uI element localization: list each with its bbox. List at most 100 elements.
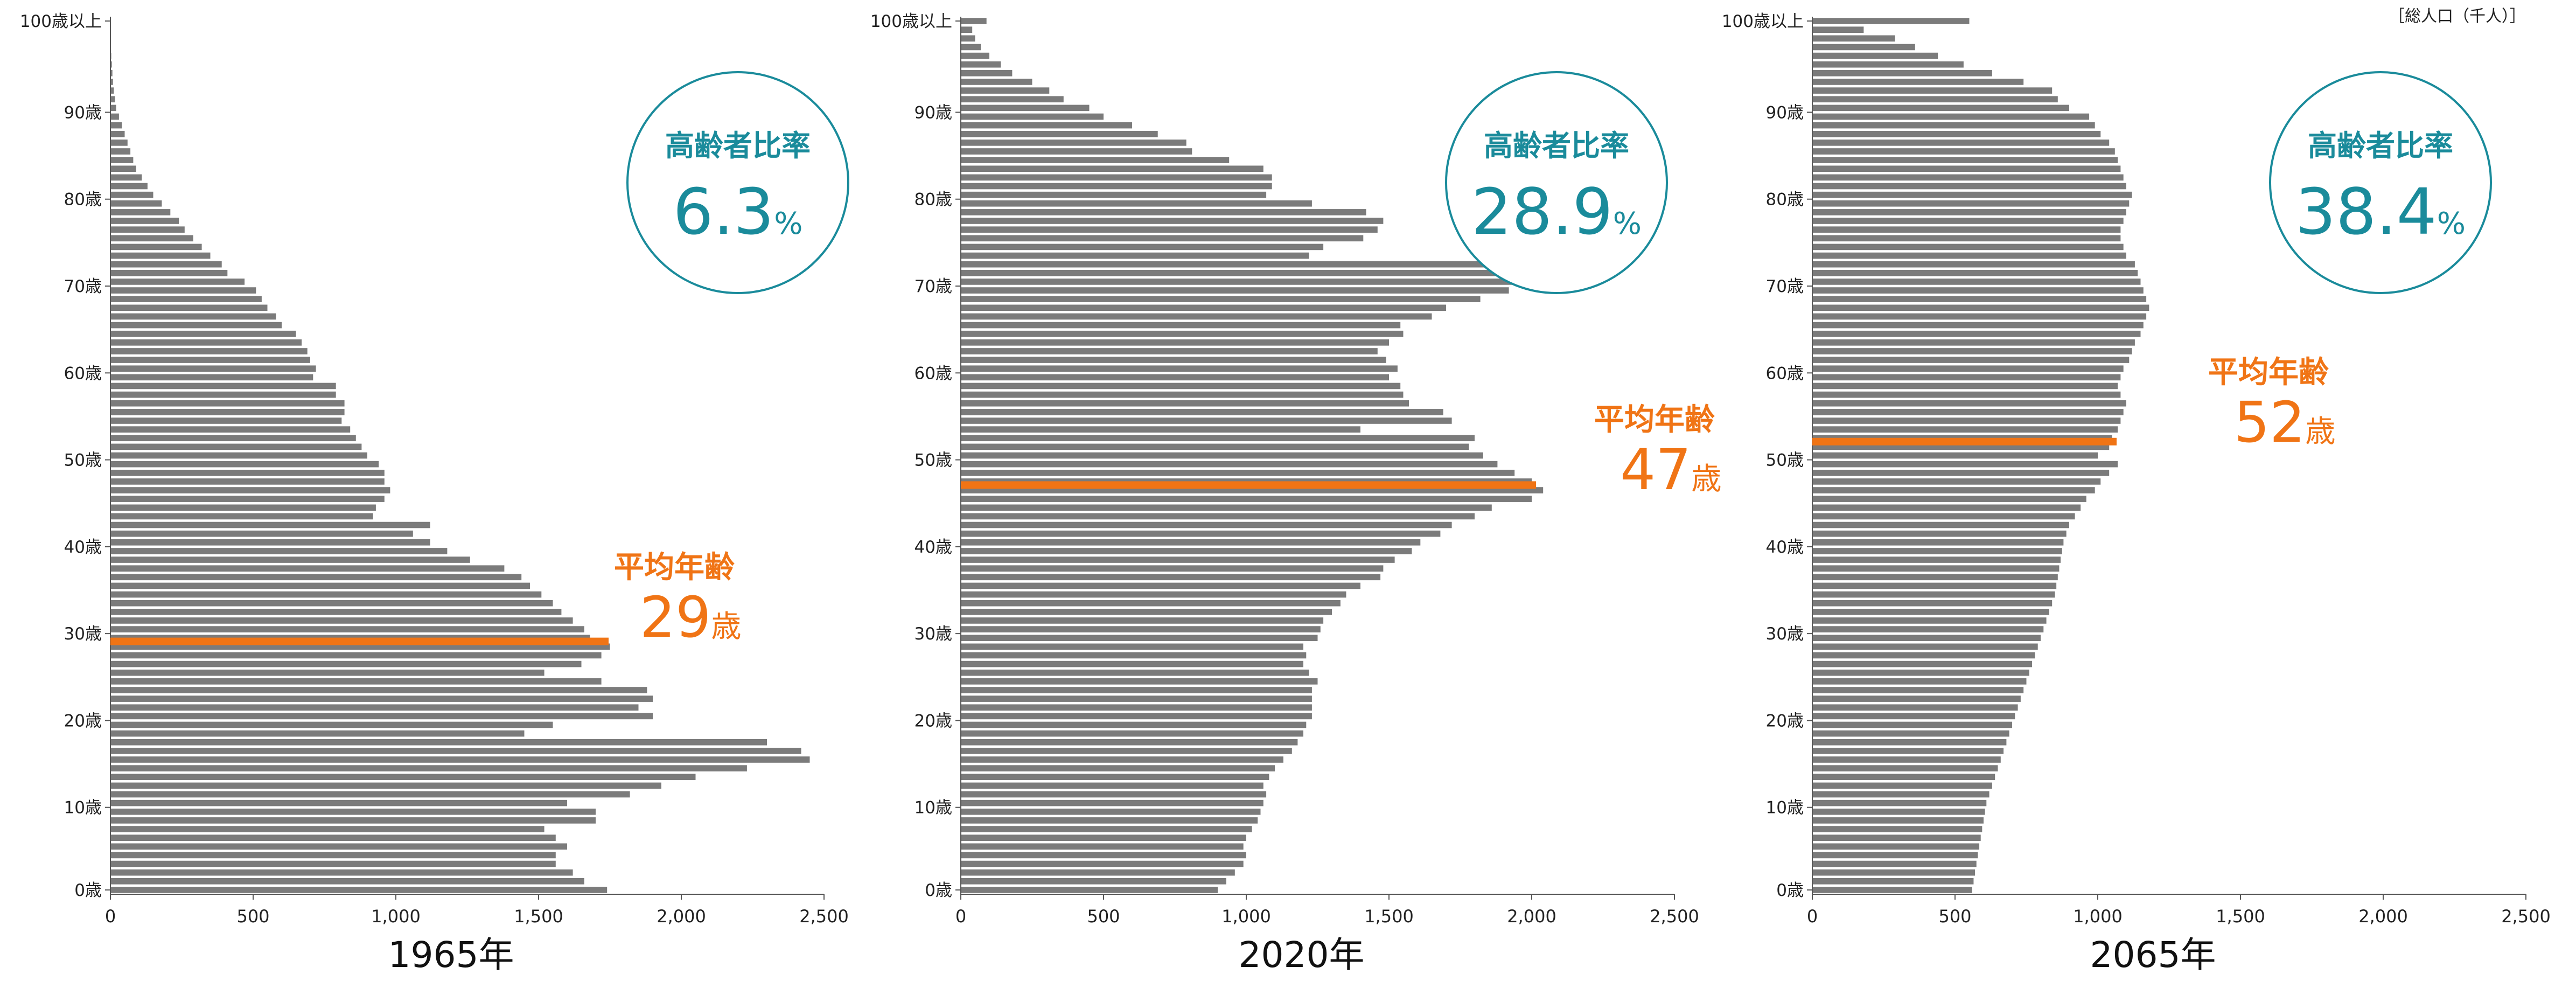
bar-age-88 bbox=[961, 122, 1132, 129]
bar-age-63 bbox=[1812, 339, 2135, 346]
y-tick-label: 20歳 bbox=[64, 711, 102, 730]
bar-age-23 bbox=[110, 687, 647, 693]
bar-age-49 bbox=[961, 461, 1498, 468]
y-tick-label: 30歳 bbox=[914, 624, 952, 644]
y-tick-label: 70歳 bbox=[914, 277, 952, 296]
bar-age-25 bbox=[961, 669, 1309, 676]
bar-age-61 bbox=[1812, 357, 2130, 363]
x-tick-label: 2,500 bbox=[2501, 906, 2551, 927]
bar-age-34 bbox=[1812, 591, 2055, 598]
bar-age-21 bbox=[1812, 704, 2018, 711]
bar-age-54 bbox=[1812, 418, 2121, 424]
bar-age-35 bbox=[110, 582, 530, 589]
bar-age-49 bbox=[110, 461, 379, 468]
bar-age-60 bbox=[110, 365, 316, 372]
bar-age-65 bbox=[961, 322, 1401, 329]
bar-age-90 bbox=[1812, 105, 2069, 112]
bar-age-97 bbox=[961, 44, 981, 51]
bar-age-76 bbox=[1812, 226, 2121, 233]
bar-age-6 bbox=[961, 834, 1246, 841]
bar-age-99 bbox=[1812, 26, 1864, 33]
bar-age-72 bbox=[1812, 261, 2135, 268]
bar-age-94 bbox=[110, 70, 113, 76]
bar-age-20 bbox=[1812, 713, 2015, 720]
bar-age-66 bbox=[110, 313, 276, 320]
mean-age-value: 52歳 bbox=[2234, 389, 2335, 455]
bar-age-42 bbox=[110, 521, 430, 528]
y-tick-label: 30歳 bbox=[1766, 624, 1804, 644]
bar-age-37 bbox=[961, 565, 1384, 572]
bar-age-13 bbox=[961, 774, 1269, 781]
bar-age-95 bbox=[961, 61, 1001, 68]
bar-age-40 bbox=[961, 539, 1421, 546]
bar-age-73 bbox=[1812, 252, 2126, 259]
bar-age-3 bbox=[110, 860, 556, 867]
bar-age-59 bbox=[1812, 374, 2121, 381]
bar-age-48 bbox=[1812, 469, 2110, 476]
elderly-ratio-value: 38.4% bbox=[2295, 175, 2466, 249]
bar-age-37 bbox=[110, 565, 505, 572]
y-tick-label: 50歳 bbox=[64, 451, 102, 470]
bar-age-31 bbox=[1812, 617, 2047, 624]
y-tick-label: 70歳 bbox=[1766, 277, 1804, 296]
x-tick-label: 1,500 bbox=[1364, 906, 1414, 927]
bar-age-99 bbox=[961, 26, 973, 33]
bar-age-25 bbox=[1812, 669, 2029, 676]
bar-age-42 bbox=[961, 521, 1452, 528]
bar-age-74 bbox=[110, 243, 202, 251]
bar-age-36 bbox=[1812, 574, 2058, 581]
bar-age-93 bbox=[1812, 79, 2024, 85]
bar-age-36 bbox=[110, 574, 522, 581]
bar-age-23 bbox=[1812, 687, 2024, 693]
bar-age-33 bbox=[110, 600, 553, 607]
bar-age-63 bbox=[110, 339, 302, 346]
y-tick-label: 90歳 bbox=[1766, 103, 1804, 122]
bar-age-67 bbox=[961, 304, 1446, 311]
x-tick-label: 1,000 bbox=[2073, 906, 2123, 927]
bar-age-21 bbox=[961, 704, 1312, 711]
bar-age-3 bbox=[1812, 860, 1977, 867]
bar-age-7 bbox=[961, 826, 1252, 832]
bar-age-91 bbox=[1812, 96, 2058, 103]
bar-age-59 bbox=[110, 374, 313, 381]
bar-age-83 bbox=[961, 165, 1263, 172]
bar-age-36 bbox=[961, 574, 1381, 581]
bar-age-31 bbox=[110, 617, 573, 624]
bar-age-78 bbox=[1812, 209, 2126, 215]
bar-age-47 bbox=[1812, 478, 2101, 485]
bar-age-83 bbox=[1812, 165, 2121, 172]
bar-age-24 bbox=[110, 678, 602, 685]
bar-age-46 bbox=[1812, 487, 2095, 493]
bar-age-24 bbox=[961, 678, 1318, 685]
bar-age-62 bbox=[1812, 348, 2132, 354]
bar-age-88 bbox=[1812, 122, 2095, 129]
x-tick-label: 0 bbox=[955, 906, 966, 927]
bar-age-42 bbox=[1812, 521, 2069, 528]
bar-age-64 bbox=[1812, 330, 2141, 337]
bar-age-84 bbox=[961, 157, 1230, 163]
bar-age-15 bbox=[961, 756, 1283, 763]
bar-age-58 bbox=[1812, 382, 2118, 389]
x-tick-label: 2,000 bbox=[1507, 906, 1556, 927]
x-tick-label: 2,500 bbox=[799, 906, 849, 927]
bar-age-39 bbox=[961, 548, 1412, 554]
y-tick-label: 80歳 bbox=[64, 190, 102, 210]
bar-age-82 bbox=[961, 174, 1272, 181]
bar-age-60 bbox=[1812, 365, 2124, 372]
bar-age-53 bbox=[110, 426, 351, 433]
bar-age-82 bbox=[110, 174, 142, 181]
bar-age-48 bbox=[961, 469, 1515, 476]
bar-age-1 bbox=[1812, 878, 1974, 885]
bar-age-8 bbox=[1812, 817, 1984, 824]
y-tick-label: 100歳以上 bbox=[1722, 12, 1804, 31]
bar-age-90 bbox=[110, 105, 116, 112]
bar-age-0 bbox=[961, 887, 1218, 893]
bar-age-86 bbox=[961, 140, 1186, 146]
bar-age-96 bbox=[961, 52, 989, 59]
elderly-ratio-value: 6.3% bbox=[673, 175, 803, 249]
bar-age-86 bbox=[110, 140, 128, 146]
bar-age-33 bbox=[1812, 600, 2053, 607]
bar-age-49 bbox=[1812, 461, 2118, 468]
bar-age-69 bbox=[961, 287, 1509, 294]
chart-title: 2065年 bbox=[2090, 934, 2216, 976]
